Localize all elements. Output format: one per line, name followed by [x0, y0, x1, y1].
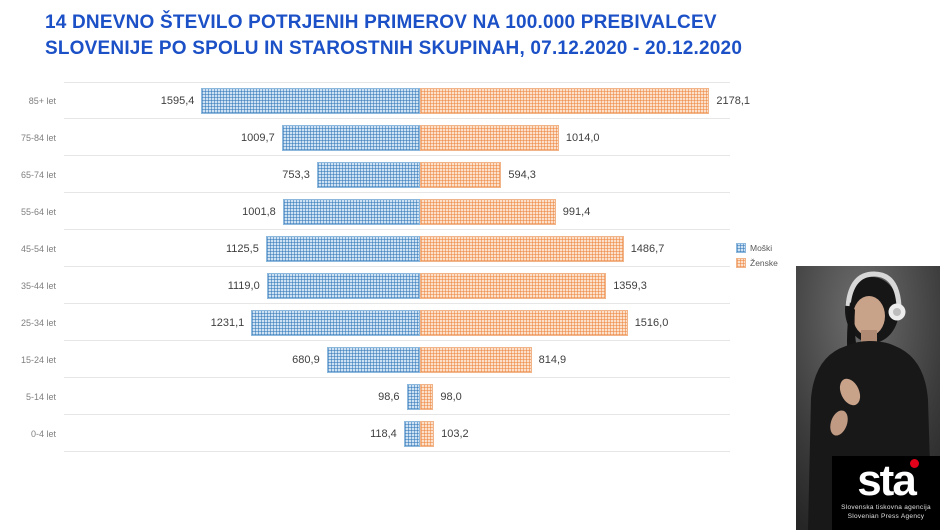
- bar-moski: [266, 272, 420, 299]
- legend-swatch-icon: [736, 243, 746, 253]
- category-label: 85+ let: [28, 95, 56, 106]
- legend-swatch-icon: [736, 258, 746, 268]
- chart-row: 75-84 let 1009,7 1014,0: [0, 119, 800, 156]
- chart-row: 85+ let 1595,4 2178,1: [0, 82, 800, 119]
- chart-title: 14 DNEVNO ŠTEVILO POTRJENIH PRIMEROV NA …: [45, 10, 865, 62]
- interpreter-hand-left: [830, 410, 848, 436]
- bar-zenske: [420, 420, 435, 447]
- value-label-zenske: 991,4: [562, 205, 591, 218]
- chart-row: 5-14 let 98,6 98,0: [0, 378, 800, 415]
- category-label: 15-24 let: [20, 354, 56, 365]
- category-label: 55-64 let: [20, 206, 56, 217]
- bar-zenske: [420, 161, 502, 188]
- interpreter-hand-right: [839, 378, 861, 406]
- value-label-moski: 1231,1: [210, 316, 245, 329]
- bar-moski: [251, 309, 420, 336]
- sta-logo-text: sta: [857, 456, 919, 505]
- chart-row: 25-34 let 1231,1 1516,0: [0, 304, 800, 341]
- legend-label: Ženske: [750, 258, 778, 268]
- value-label-zenske: 594,3: [508, 168, 536, 181]
- sta-logo: sta Slovenska tiskovna agencija Slovenia…: [832, 456, 940, 530]
- sta-tagline: Slovenska tiskovna agencija Slovenian Pr…: [841, 504, 931, 522]
- bar-zenske: [420, 383, 434, 410]
- bar-moski: [316, 161, 420, 188]
- legend-label: Moški: [750, 243, 773, 253]
- legend-item: Moški: [736, 243, 778, 253]
- sta-letters: sta: [857, 456, 917, 505]
- chart-title-line2: SLOVENIJE PO SPOLU IN STAROSTNIH SKUPINA…: [45, 38, 743, 60]
- category-label: 35-44 let: [20, 280, 56, 291]
- sta-tagline-line1: Slovenska tiskovna agencija: [841, 504, 931, 511]
- category-label: 45-54 let: [20, 243, 56, 254]
- category-label: 75-84 let: [20, 132, 56, 143]
- value-label-moski: 753,3: [282, 168, 310, 181]
- chart-row: 15-24 let 680,9 814,9: [0, 341, 800, 378]
- chart-row: 65-74 let 753,3 594,3: [0, 156, 800, 193]
- bar-moski: [281, 124, 420, 151]
- value-label-moski: 98,6: [378, 390, 400, 403]
- value-label-moski: 1009,7: [241, 131, 275, 144]
- chart-row: 45-54 let 1125,5 1486,7: [0, 230, 800, 267]
- value-label-zenske: 1516,0: [634, 316, 669, 329]
- value-label-moski: 1125,5: [225, 242, 259, 255]
- bar-zenske: [420, 235, 624, 262]
- value-label-zenske: 98,0: [440, 390, 462, 403]
- bar-zenske: [420, 346, 532, 373]
- bar-moski: [282, 198, 420, 225]
- chart-row: 55-64 let 1001,8 991,4: [0, 193, 800, 230]
- category-label: 25-34 let: [20, 317, 56, 328]
- bar-moski: [201, 87, 420, 114]
- value-label-zenske: 103,2: [441, 427, 469, 440]
- category-label: 5-14 let: [25, 391, 56, 402]
- value-label-zenske: 2178,1: [716, 94, 750, 107]
- value-label-zenske: 814,9: [538, 353, 567, 366]
- legend-item: Ženske: [736, 258, 778, 268]
- chart-legend: Moški Ženske: [736, 243, 778, 268]
- value-label-moski: 680,9: [292, 353, 320, 366]
- plot-area: 85+ let 1595,4 2178,1 75-84 let 1009,7 1014,0…: [0, 82, 800, 452]
- interpreter-face: [853, 296, 885, 336]
- bar-moski: [326, 346, 420, 373]
- bar-zenske: [420, 87, 710, 114]
- interpreter-neck: [861, 330, 877, 344]
- value-label-moski: 1119,0: [227, 279, 260, 292]
- bar-moski: [265, 235, 420, 262]
- value-label-zenske: 1014,0: [565, 131, 600, 144]
- chart-row: 35-44 let 1119,0 1359,3: [0, 267, 800, 304]
- chart-title-line1: 14 DNEVNO ŠTEVILO POTRJENIH PRIMEROV NA …: [45, 12, 717, 33]
- category-label: 0-4 let: [30, 428, 56, 439]
- value-label-moski: 1595,4: [160, 94, 195, 107]
- category-label: 65-74 let: [20, 169, 56, 180]
- bar-moski: [406, 383, 420, 410]
- bar-zenske: [420, 272, 607, 299]
- sta-tagline-line2: Slovenian Press Agency: [847, 512, 925, 520]
- chart-row: 0-4 let 118,4 103,2: [0, 415, 800, 452]
- headphone-band-icon: [845, 271, 902, 307]
- bar-zenske: [420, 309, 628, 336]
- bar-moski: [403, 420, 420, 447]
- bar-zenske: [420, 124, 559, 151]
- headphone-earcup-center: [893, 308, 901, 316]
- bar-zenske: [420, 198, 556, 225]
- value-label-moski: 118,4: [370, 427, 397, 440]
- value-label-zenske: 1359,3: [613, 279, 647, 292]
- value-label-zenske: 1486,7: [630, 242, 665, 255]
- sta-red-dot-icon: [909, 459, 919, 468]
- value-label-moski: 1001,8: [242, 205, 276, 218]
